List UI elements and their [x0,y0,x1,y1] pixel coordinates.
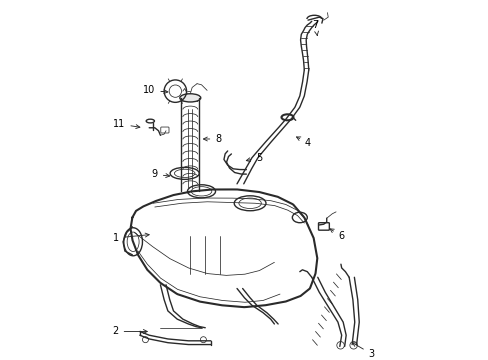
Text: 6: 6 [329,229,344,241]
Text: 7: 7 [312,20,318,36]
Text: 3: 3 [352,343,374,359]
Text: 1: 1 [112,233,149,243]
Text: 4: 4 [296,137,310,148]
Text: 8: 8 [203,134,221,144]
Text: 9: 9 [151,170,169,180]
Ellipse shape [180,94,201,102]
Text: 10: 10 [143,85,167,95]
Text: 5: 5 [246,153,262,163]
Text: 2: 2 [112,327,147,337]
Text: 11: 11 [113,119,140,129]
